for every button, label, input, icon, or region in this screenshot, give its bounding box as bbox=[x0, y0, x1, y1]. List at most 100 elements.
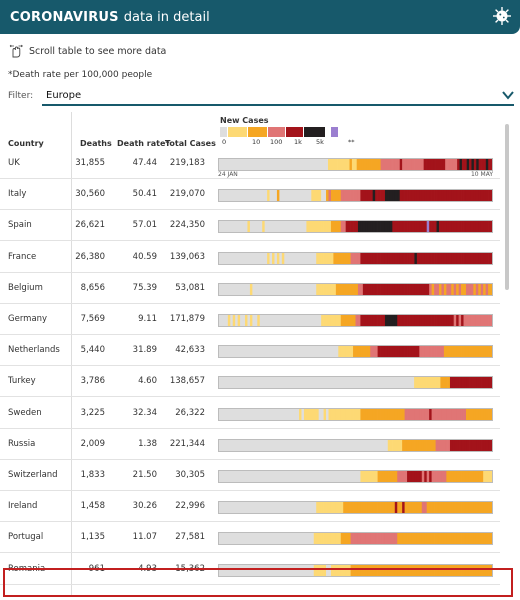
timeline-day-cell bbox=[225, 189, 229, 203]
timeline-day-cell bbox=[357, 251, 361, 265]
timeline-day-cell bbox=[485, 314, 489, 327]
timeline-day-cell bbox=[254, 345, 258, 359]
timeline-day-cell bbox=[340, 470, 344, 483]
timeline-day-cell bbox=[227, 501, 231, 515]
timeline-day-cell bbox=[353, 563, 356, 577]
timeline-day-cell bbox=[411, 314, 415, 327]
timeline-day-cell bbox=[404, 158, 408, 171]
timeline-day-cell bbox=[313, 314, 317, 327]
death-rate-cell: 57.01 bbox=[132, 220, 157, 231]
timeline-day-cell bbox=[264, 407, 268, 421]
timeline-day-cell bbox=[441, 501, 445, 515]
timeline-day-cell bbox=[389, 532, 393, 546]
timeline-day-cell bbox=[274, 251, 278, 265]
timeline-day-cell bbox=[316, 345, 320, 359]
timeline-end-date: 10 MAY bbox=[470, 171, 493, 178]
column-header-death-rate[interactable]: Death rate* bbox=[117, 139, 170, 148]
timeline-day-cell bbox=[301, 158, 305, 171]
timeline-day-cell bbox=[375, 282, 378, 296]
timeline-day-cell bbox=[230, 407, 234, 421]
timeline-day-cell bbox=[306, 282, 310, 296]
column-header-total-cases[interactable]: Total Cases bbox=[165, 139, 216, 148]
timeline-day-cell bbox=[287, 438, 291, 452]
timeline-day-cell bbox=[441, 563, 445, 577]
table-row[interactable]: Spain 26,621 57.01 224,350 bbox=[0, 210, 500, 242]
timeline-day-cell bbox=[291, 407, 295, 421]
timeline-day-cell bbox=[227, 438, 231, 452]
timeline-day-cell bbox=[249, 532, 253, 546]
timeline-day-cell bbox=[303, 501, 307, 515]
timeline-day-cell bbox=[245, 470, 248, 483]
timeline-day-cell bbox=[218, 220, 221, 234]
column-header-deaths[interactable]: Deaths bbox=[80, 139, 112, 148]
timeline-day-cell bbox=[416, 220, 420, 234]
table-row[interactable]: Turkey 3,786 4.60 138,657 bbox=[0, 366, 500, 398]
timeline-day-cell bbox=[321, 563, 324, 577]
chevron-down-icon[interactable] bbox=[502, 90, 514, 100]
new-cases-legend: New Cases 0 10 100 1k 5k ** bbox=[220, 116, 355, 147]
timeline-day-cell bbox=[281, 314, 285, 327]
timeline-day-cell bbox=[355, 345, 359, 359]
header-title-strong: CORONAVIRUS bbox=[10, 9, 119, 25]
timeline-day-cell bbox=[468, 532, 472, 546]
table-row[interactable]: Italy 30,560 50.41 219,070 bbox=[0, 179, 500, 211]
timeline-day-cell bbox=[269, 501, 273, 515]
table-row[interactable]: France 26,380 40.59 139,063 bbox=[0, 242, 500, 273]
column-header-country[interactable]: Country bbox=[8, 139, 44, 148]
timeline-day-cell bbox=[330, 532, 334, 546]
timeline-day-cell bbox=[325, 438, 329, 452]
timeline-day-cell bbox=[402, 376, 405, 390]
timeline-day-cell bbox=[465, 345, 469, 359]
deaths-cell: 3,786 bbox=[80, 376, 105, 387]
table-scrollbar[interactable] bbox=[505, 124, 509, 290]
timeline-day-cell bbox=[440, 438, 444, 452]
timeline-day-cell bbox=[471, 438, 475, 452]
filter-dropdown[interactable]: Filter: Europe bbox=[8, 88, 514, 106]
timeline-day-cell bbox=[461, 158, 465, 171]
timeline-day-cell bbox=[222, 438, 226, 452]
timeline-day-cell bbox=[394, 407, 398, 421]
timeline-day-cell bbox=[480, 282, 484, 296]
timeline-day-cell bbox=[485, 376, 489, 390]
timeline-day-cell bbox=[399, 251, 403, 265]
timeline-day-cell bbox=[483, 158, 487, 171]
timeline-day-cell bbox=[409, 438, 413, 452]
table-row[interactable]: Switzerland 1,833 21.50 30,305 bbox=[0, 460, 500, 491]
timeline-day-cell bbox=[350, 314, 354, 327]
table-row[interactable]: Sweden 3,225 32.34 26,322 bbox=[0, 398, 500, 429]
timeline-day-cell bbox=[375, 220, 378, 234]
table-row[interactable]: Ireland 1,458 30.26 22,996 bbox=[0, 491, 500, 523]
timeline-day-cell bbox=[463, 189, 467, 203]
timeline-day-cell bbox=[426, 189, 430, 203]
timeline-day-cell bbox=[473, 376, 477, 390]
country-cell: Ireland bbox=[8, 501, 38, 512]
table-row[interactable]: Russia 2,009 1.38 221,344 bbox=[0, 429, 500, 460]
timeline-day-cell bbox=[368, 158, 372, 171]
timeline-day-cell bbox=[371, 438, 374, 452]
timeline-day-cell bbox=[461, 189, 464, 203]
timeline-day-cell bbox=[291, 251, 295, 265]
table-row[interactable]: Germany 7,569 9.11 171,879 bbox=[0, 304, 500, 335]
timeline-day-cell bbox=[230, 189, 234, 203]
filter-value[interactable]: Europe bbox=[46, 90, 82, 101]
timeline-day-cell bbox=[294, 158, 298, 171]
timeline-day-cell bbox=[377, 501, 381, 515]
timeline-day-cell bbox=[328, 282, 332, 296]
timeline-day-cell bbox=[430, 376, 434, 390]
timeline-day-cell bbox=[316, 470, 320, 483]
timeline-day-cell bbox=[232, 314, 236, 327]
timeline-day-cell bbox=[330, 438, 334, 452]
timeline-day-cell bbox=[419, 251, 423, 265]
timeline-day-cell bbox=[480, 251, 484, 265]
timeline-day-cell bbox=[265, 376, 269, 390]
timeline-day-cell bbox=[431, 470, 435, 483]
table-row[interactable]: Belgium 8,656 75.39 53,081 bbox=[0, 273, 500, 304]
table-row[interactable]: Netherlands 5,440 31.89 42,633 bbox=[0, 335, 500, 367]
timeline-day-cell bbox=[282, 438, 286, 452]
timeline-day-cell bbox=[323, 438, 326, 452]
table-row[interactable]: UK 31,855 47.44 219,183 24 JAN 10 MAY bbox=[0, 148, 500, 179]
timeline-day-cell bbox=[416, 251, 420, 265]
timeline-day-cell bbox=[451, 470, 455, 483]
table-row[interactable]: Portugal 1,135 11.07 27,581 bbox=[0, 522, 500, 554]
timeline-day-cell bbox=[303, 282, 307, 296]
